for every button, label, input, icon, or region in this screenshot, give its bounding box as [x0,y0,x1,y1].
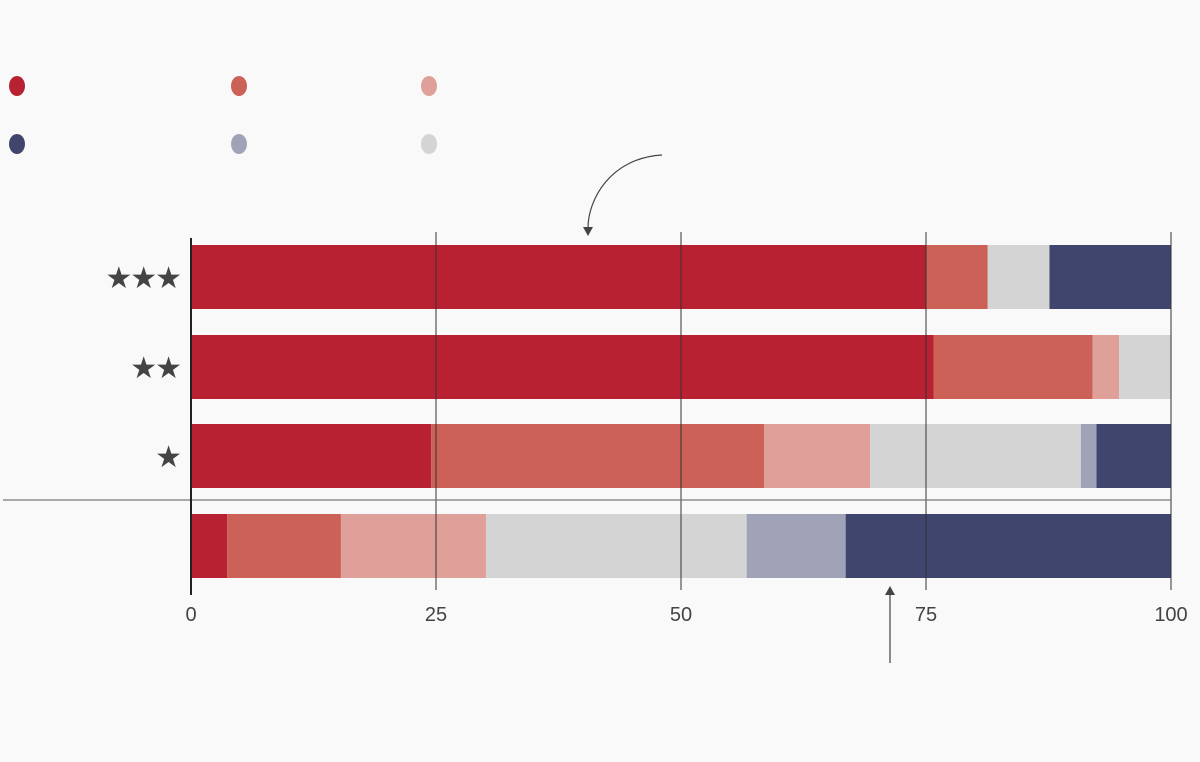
bar-segment-row3-series6 [1096,424,1171,488]
gridlines [435,232,1172,590]
bar-segment-row4-series1 [191,514,228,578]
legend-swatch-series1 [9,76,25,96]
x-tick-label: 75 [915,604,937,626]
category-label-stars: ★★ [130,351,180,386]
bar-segment-row2-series1 [191,335,934,399]
bar-segment-row1-series2 [926,245,988,309]
bar-segment-row4-series2 [227,514,341,578]
legend [9,76,437,154]
category-labels: ★★★★★★ [105,261,182,475]
bar-segment-row4-series3 [340,514,486,578]
category-label-stars: ★★★ [105,261,180,296]
bar-segment-row4-series5 [746,514,846,578]
bar-segment-row1-series4 [987,245,1050,309]
bar-segment-row3-series5 [1080,424,1097,488]
bar-segment-row4-series4 [485,514,747,578]
legend-swatch-series6 [9,134,25,154]
bar-segment-row1-series1 [191,245,926,309]
bar-segment-row3-series1 [191,424,432,488]
x-tick-label: 50 [670,604,692,626]
bar-segment-row3-series2 [431,424,765,488]
x-tick-label: 0 [185,604,196,626]
bar-segment-row1-series6 [1049,245,1171,309]
x-tick-label: 25 [425,604,447,626]
bars [191,245,1171,578]
bar-segment-row3-series3 [764,424,871,488]
bar-segment-row3-series4 [870,424,1081,488]
legend-swatch-series5 [231,134,247,154]
legend-swatch-series4 [421,134,437,154]
x-tick-label: 100 [1154,604,1187,626]
annotation-arrow-curved [583,154,663,236]
x-axis-ticks: 0 25 50 75 100 [185,604,1187,626]
bar-segment-row2-series2 [933,335,1093,399]
annotation-arrow-up [885,586,895,663]
category-label-stars: ★ [155,440,180,475]
bar-segment-row2-series3 [1092,335,1120,399]
legend-swatch-series3 [421,76,437,96]
bar-segment-row2-series4 [1119,335,1171,399]
legend-swatch-series2 [231,76,247,96]
bar-segment-row4-series6 [845,514,1171,578]
